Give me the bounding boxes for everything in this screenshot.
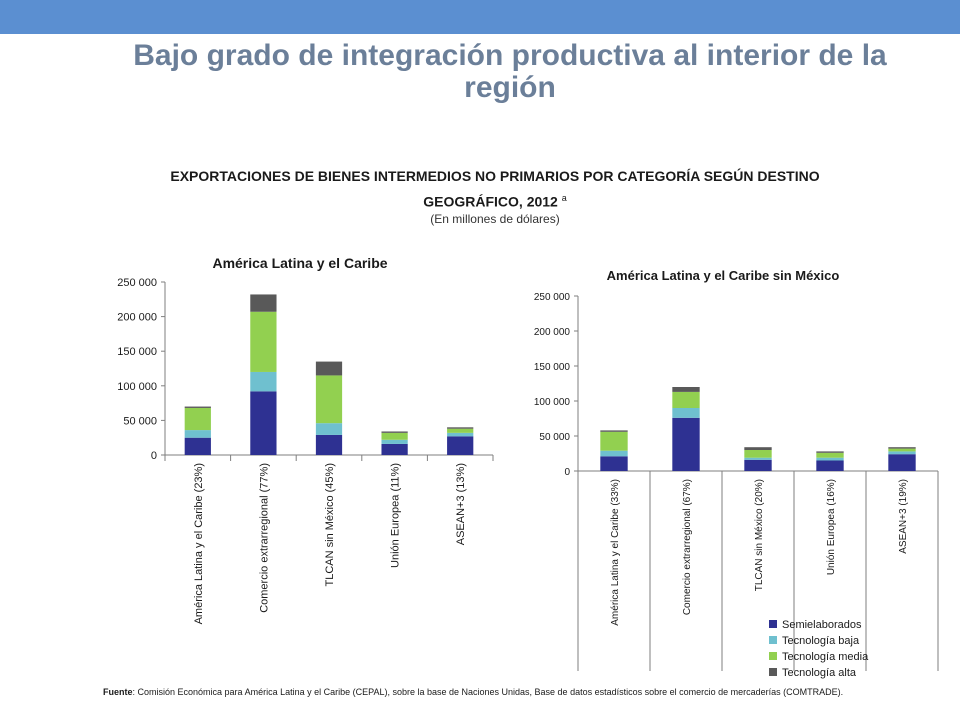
left-chart-bar-semielaborados (447, 436, 474, 455)
left-chart-bar-tecnologia-baja (315, 423, 343, 435)
right-chart-bar-tecnologia-alta (672, 387, 700, 392)
right-chart-bar-tecnologia-media (888, 448, 916, 452)
left-chart-bar-tecnologia-alta (184, 406, 211, 408)
header-bar (0, 0, 960, 34)
left-chart-y-tick-label: 50 000 (123, 415, 157, 427)
legend-label-tecnologia-media: Tecnología media (782, 651, 869, 663)
right-chart-bar-tecnologia-baja (744, 457, 772, 460)
right-chart-title: América Latina y el Caribe sin México (607, 268, 840, 283)
left-chart-x-tick-label: Unión Europea (11%) (390, 463, 402, 568)
legend-swatch-semielaborados (769, 620, 777, 628)
legend-swatch-tecnologia-alta (769, 668, 777, 676)
right-chart-bar-tecnologia-alta (816, 451, 844, 453)
right-chart-bar-tecnologia-media (672, 391, 700, 408)
left-chart-bar-semielaborados (184, 437, 211, 455)
right-chart-x-tick-label: América Latina y el Caribe (33%) (610, 479, 621, 626)
right-chart-y-tick-label: 0 (564, 467, 570, 478)
source-label: Fuente (103, 687, 133, 697)
left-chart-bar-tecnologia-baja (381, 439, 408, 444)
right-chart-bar-tecnologia-baja (672, 408, 700, 418)
right-chart-y-tick-label: 150 000 (534, 362, 571, 373)
right-chart-bar-semielaborados (888, 454, 916, 471)
right-chart-x-tick-label: Unión Europea (16%) (826, 479, 837, 575)
right-chart-bar-tecnologia-baja (600, 450, 628, 457)
chart-latin-america-caribbean: América Latina y el Caribe 0 50 000 100 000… (117, 255, 494, 624)
legend-swatch-tecnologia-baja (769, 636, 777, 644)
left-chart-title: América Latina y el Caribe (212, 255, 387, 271)
right-chart-y-tick-label: 250 000 (534, 292, 571, 303)
source-note: Fuente: Comisión Económica para América … (103, 686, 873, 699)
left-chart-bar-tecnologia-alta (447, 427, 474, 429)
right-chart-bar-semielaborados (744, 459, 772, 471)
left-chart-bar-tecnologia-alta (250, 294, 277, 312)
left-chart-y-tick-label: 150 000 (117, 346, 157, 358)
chart-section-heading-text: EXPORTACIONES DE BIENES INTERMEDIOS NO P… (170, 168, 820, 210)
left-chart-bar-tecnologia-alta (315, 361, 343, 376)
left-chart-bar-tecnologia-media (447, 428, 474, 433)
right-chart-bar-tecnologia-baja (888, 451, 916, 455)
right-chart-x-tick-label: TLCAN sin México (20%) (754, 479, 765, 591)
left-chart-bar-semielaborados (250, 391, 277, 455)
right-chart-bar-tecnologia-media (744, 450, 772, 458)
left-chart-y-tick-label: 250 000 (117, 277, 157, 289)
left-chart-bar-tecnologia-alta (381, 431, 408, 433)
left-chart-x-tick-label: TLCAN sin México (45%) (324, 463, 336, 586)
left-chart-x-tick-label: ASEAN+3 (13%) (455, 463, 467, 545)
right-chart-bar-tecnologia-alta (600, 430, 628, 432)
left-chart-bar-tecnologia-media (184, 407, 211, 431)
right-chart-y-tick-label: 200 000 (534, 327, 571, 338)
left-chart-y-tick-label: 100 000 (117, 381, 157, 393)
left-chart-bar-semielaborados (315, 434, 343, 455)
right-chart-y-tick-label: 50 000 (539, 432, 570, 443)
left-chart-y-tick-label: 200 000 (117, 312, 157, 324)
right-chart-bar-tecnologia-media (600, 431, 628, 451)
legend-swatch-tecnologia-media (769, 652, 777, 660)
left-chart-x-tick-label: América Latina y el Caribe (23%) (193, 463, 205, 624)
right-chart-bar-tecnologia-alta (888, 447, 916, 449)
left-chart-bar-tecnologia-baja (447, 432, 474, 437)
right-chart-x-tick-label: ASEAN+3 (19%) (898, 479, 909, 554)
left-chart-bar-tecnologia-baja (184, 430, 211, 438)
right-chart-bar-tecnologia-baja (816, 457, 844, 461)
left-chart-bar-semielaborados (381, 443, 408, 455)
slide-title: Bajo grado de integración productiva al … (133, 39, 887, 104)
chart-section-heading: EXPORTACIONES DE BIENES INTERMEDIOS NO P… (130, 165, 860, 213)
right-chart-bar-semielaborados (672, 417, 700, 471)
right-chart-bar-tecnologia-media (816, 452, 844, 458)
legend-label-tecnologia-baja: Tecnología baja (782, 635, 860, 647)
right-chart-bar-semielaborados (816, 460, 844, 471)
heading-footnote-marker: a (561, 193, 567, 203)
right-chart-bar-tecnologia-alta (744, 447, 772, 450)
left-chart-bar-tecnologia-media (250, 311, 277, 372)
chart-latin-america-caribbean-without-mexico: América Latina y el Caribe sin México 0 50… (534, 268, 939, 679)
legend-label-tecnologia-alta: Tecnología alta (782, 667, 857, 679)
left-chart-y-tick-label: 0 (151, 450, 157, 462)
left-chart-x-tick-label: Comercio extrarregional (77%) (258, 463, 270, 613)
left-chart-bar-tecnologia-media (315, 375, 343, 424)
right-chart-x-tick-label: Comercio extrarregional (67%) (682, 479, 693, 615)
left-chart-bar-tecnologia-baja (250, 371, 277, 392)
left-chart-bar-tecnologia-media (381, 432, 408, 440)
right-chart-bar-semielaborados (600, 456, 628, 471)
legend-label-semielaborados: Semielaborados (782, 619, 862, 631)
source-text: : Comisión Económica para América Latina… (132, 687, 844, 697)
chart-section-subheading: (En millones de dólares) (430, 212, 560, 226)
right-chart-y-tick-label: 100 000 (534, 397, 571, 408)
